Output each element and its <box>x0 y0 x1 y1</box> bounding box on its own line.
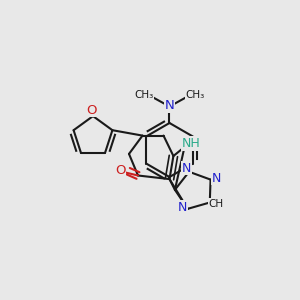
Text: NH: NH <box>182 137 200 150</box>
Text: O: O <box>86 103 97 117</box>
Text: N: N <box>165 99 174 112</box>
Text: CH₃: CH₃ <box>135 90 154 100</box>
Text: N: N <box>182 162 191 175</box>
Text: N: N <box>211 172 221 184</box>
Text: O: O <box>115 164 125 177</box>
Text: N: N <box>178 201 187 214</box>
Text: CH: CH <box>209 199 224 209</box>
Text: CH₃: CH₃ <box>185 90 204 100</box>
